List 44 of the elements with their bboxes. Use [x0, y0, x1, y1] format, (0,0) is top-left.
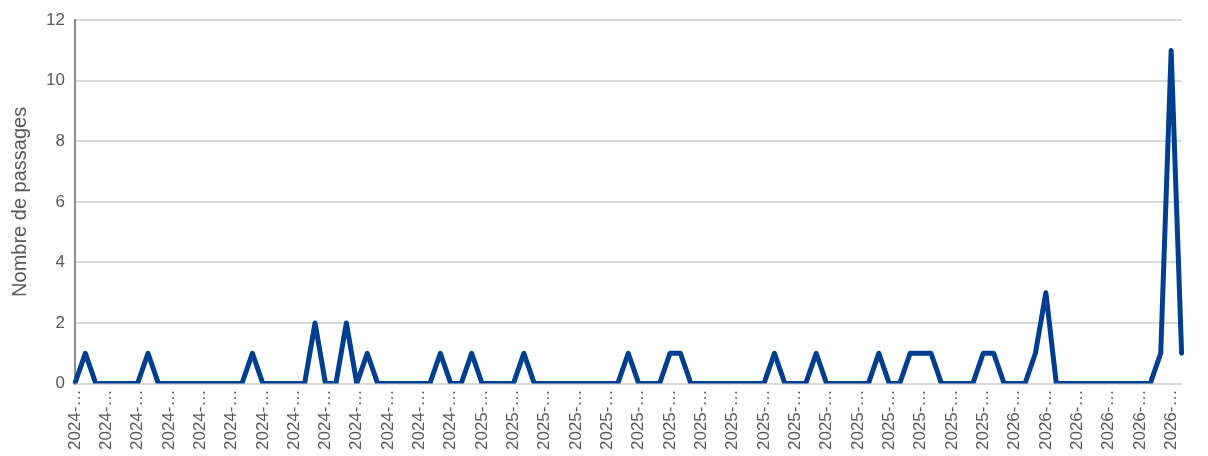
x-tick-label: 2025-… — [691, 389, 711, 450]
x-tick-label: 2025-… — [565, 389, 585, 450]
y-tick-label: 6 — [55, 191, 65, 211]
y-tick-label: 10 — [45, 70, 65, 90]
x-tick-label: 2025-… — [941, 389, 961, 450]
x-tick-label: 2025-… — [628, 389, 648, 450]
x-tick-label: 2024-… — [315, 389, 335, 450]
x-tick-label: 2026-… — [1004, 389, 1024, 450]
x-tick-label: 2025-… — [503, 389, 523, 450]
x-tick-label: 2025-… — [722, 389, 742, 450]
x-tick-label: 2025-… — [878, 389, 898, 450]
x-tick-label: 2025-… — [816, 389, 836, 450]
x-tick-label: 2025-… — [534, 389, 554, 450]
x-tick-label: 2024-… — [409, 389, 429, 450]
x-tick-label: 2026-… — [1098, 389, 1118, 450]
x-tick-label: 2024-… — [283, 389, 303, 450]
y-tick-label: 8 — [55, 130, 65, 150]
x-tick-label: 2025-… — [784, 389, 804, 450]
x-tick-label: 2025-… — [659, 389, 679, 450]
x-tick-label: 2025-… — [597, 389, 617, 450]
x-tick-label: 2025-… — [972, 389, 992, 450]
x-tick-label: 2024-… — [346, 389, 366, 450]
x-tick-label: 2024-… — [252, 389, 272, 450]
x-tick-label: 2024-… — [95, 389, 115, 450]
y-axis-title: Nombre de passages — [7, 106, 30, 297]
y-tick-label: 0 — [55, 373, 65, 393]
x-tick-label: 2026-… — [1035, 389, 1055, 450]
x-tick-label: 2025-… — [471, 389, 491, 450]
x-tick-label: 2024-… — [221, 389, 241, 450]
x-tick-label: 2024-… — [158, 389, 178, 450]
x-tick-label: 2025-… — [847, 389, 867, 450]
x-tick-label: 2026-… — [1129, 389, 1149, 450]
x-tick-label: 2024-… — [64, 389, 84, 450]
x-tick-label: 2024-… — [127, 389, 147, 450]
x-tick-label: 2024-… — [189, 389, 209, 450]
x-tick-label: 2026-… — [1160, 389, 1180, 450]
x-tick-label: 2025-… — [910, 389, 930, 450]
x-tick-label: 2025-… — [753, 389, 773, 450]
y-tick-label: 12 — [45, 9, 65, 29]
x-tick-label: 2026-… — [1066, 389, 1086, 450]
y-tick-label: 2 — [55, 312, 65, 332]
x-tick-label: 2024-… — [377, 389, 397, 450]
x-tick-label: 2024-… — [440, 389, 460, 450]
y-tick-label: 4 — [55, 252, 65, 272]
